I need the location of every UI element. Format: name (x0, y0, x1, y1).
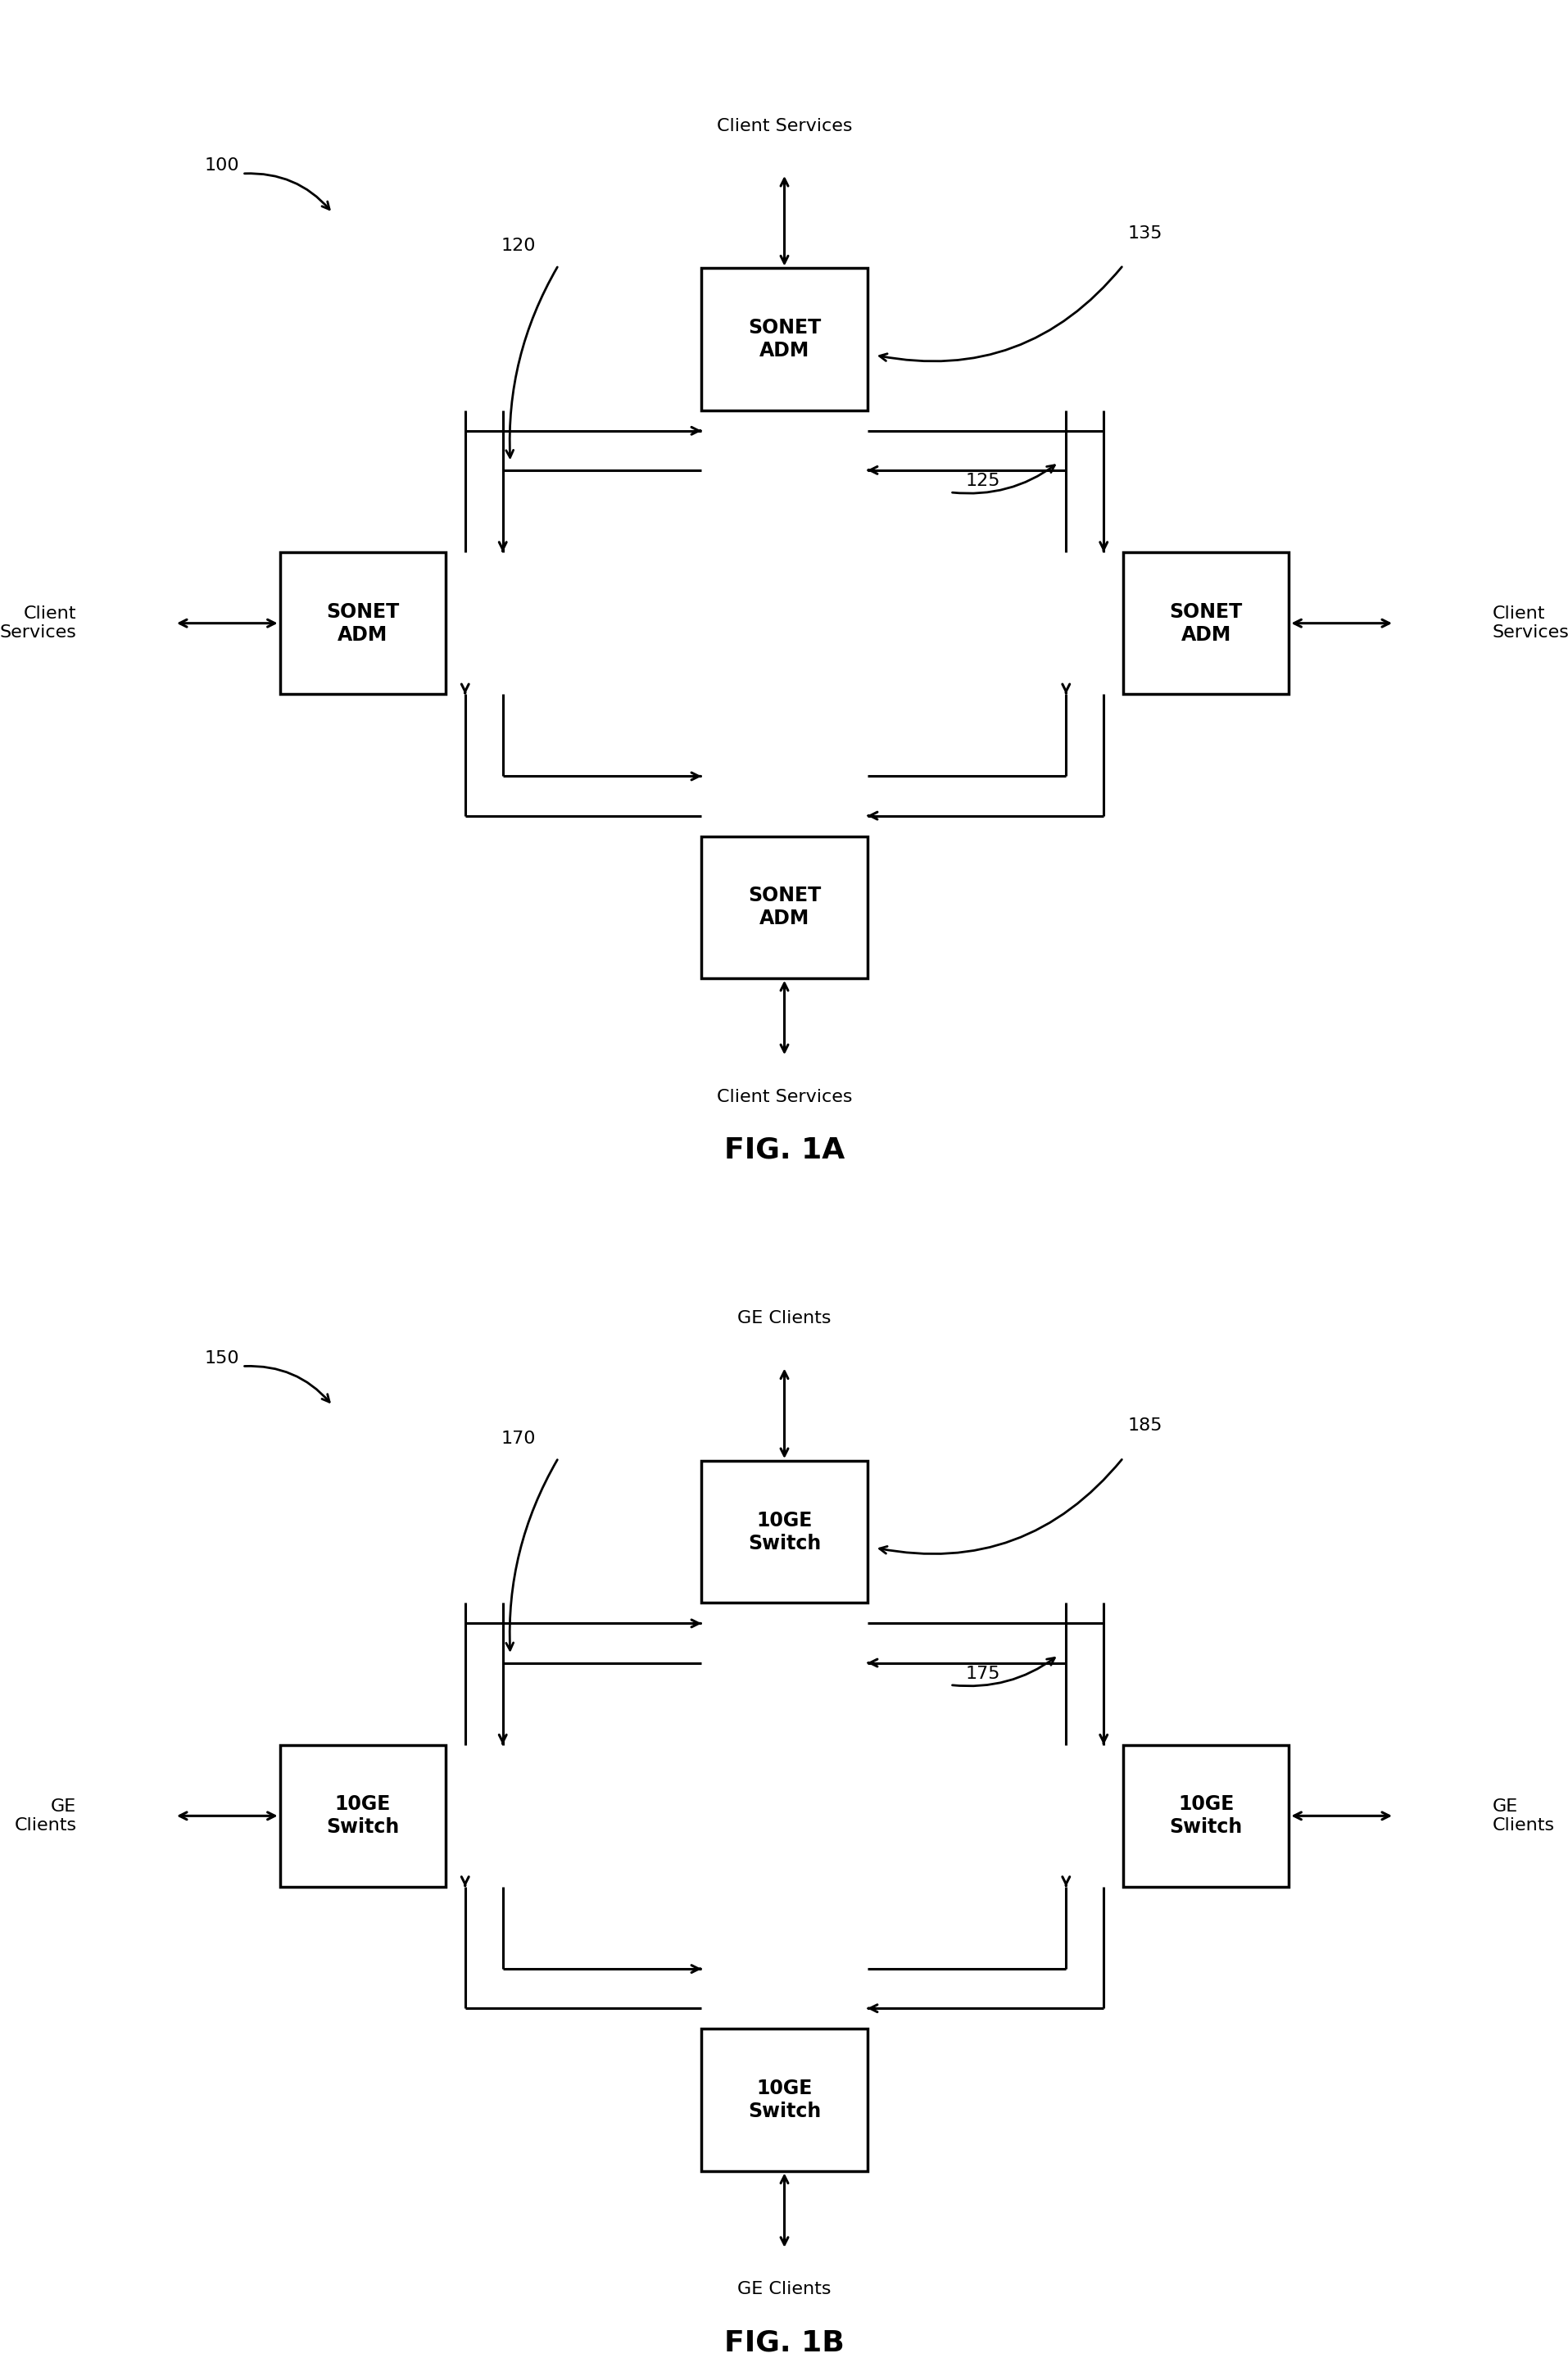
Text: Client
Services: Client Services (1491, 606, 1568, 642)
Text: GE Clients: GE Clients (737, 2281, 831, 2298)
Text: 185: 185 (1127, 1418, 1162, 1435)
Text: Client Services: Client Services (717, 1088, 851, 1105)
Text: SONET
ADM: SONET ADM (326, 601, 400, 644)
Text: GE Clients: GE Clients (737, 1312, 831, 1326)
Text: SONET
ADM: SONET ADM (748, 318, 820, 361)
Bar (701, 1461, 867, 1604)
Bar (701, 268, 867, 411)
Text: 170: 170 (500, 1430, 536, 1447)
Text: 175: 175 (964, 1666, 999, 1682)
Text: 120: 120 (500, 238, 536, 254)
Text: FIG. 1A: FIG. 1A (724, 1136, 844, 1164)
Text: 125: 125 (964, 473, 999, 489)
Text: FIG. 1B: FIG. 1B (724, 2328, 844, 2357)
Text: 135: 135 (1127, 226, 1162, 242)
Text: 10GE
Switch: 10GE Switch (326, 1794, 400, 1837)
Text: GE
Clients: GE Clients (1491, 1799, 1554, 1834)
Text: GE
Clients: GE Clients (14, 1799, 77, 1834)
Text: 10GE
Switch: 10GE Switch (1168, 1794, 1242, 1837)
Text: SONET
ADM: SONET ADM (1168, 601, 1242, 644)
Bar (1123, 551, 1289, 694)
Bar (701, 836, 867, 979)
Bar (701, 2029, 867, 2172)
Text: 10GE
Switch: 10GE Switch (748, 1511, 820, 1554)
Text: Client
Services: Client Services (0, 606, 77, 642)
Text: 100: 100 (204, 157, 240, 173)
Text: 10GE
Switch: 10GE Switch (748, 2079, 820, 2122)
Bar (1123, 1744, 1289, 1887)
Bar (279, 551, 445, 694)
Bar (279, 1744, 445, 1887)
Text: SONET
ADM: SONET ADM (748, 886, 820, 929)
Text: 150: 150 (204, 1350, 240, 1366)
Text: Client Services: Client Services (717, 119, 851, 133)
